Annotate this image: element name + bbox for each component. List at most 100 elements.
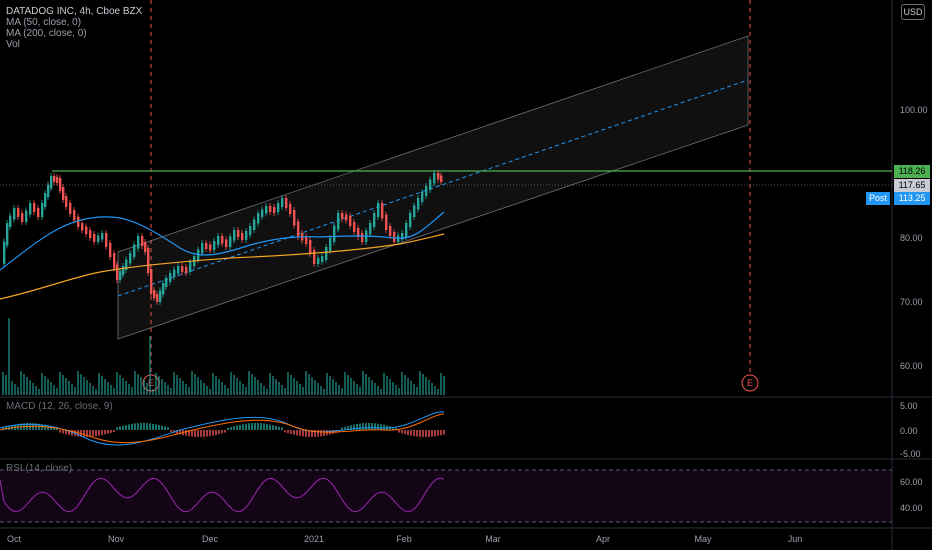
macd-histogram-bar (215, 430, 217, 435)
macd-histogram-bar (65, 430, 67, 435)
volume-bar (386, 376, 388, 395)
rsi-panel: 60.00 40.00 (0, 469, 923, 523)
ma200-legend[interactable]: MA (200, close, 0) (6, 28, 87, 39)
macd-histogram-bar (356, 423, 358, 430)
macd-histogram-bar (218, 430, 220, 435)
candle-body (25, 210, 28, 222)
macd-histogram-bar (173, 430, 175, 433)
macd-histogram-bar (410, 430, 412, 436)
candle-body (433, 173, 436, 184)
candle-body (173, 269, 176, 277)
volume-bar (245, 387, 247, 395)
candle-body (305, 236, 308, 244)
volume-bar (413, 384, 415, 395)
earnings-marker[interactable]: E (741, 374, 759, 392)
rsi-line (0, 477, 445, 513)
candle-body (237, 230, 240, 237)
volume-bar (326, 373, 328, 395)
candle-body (317, 258, 320, 264)
macd-tick-label: 5.00 (900, 401, 918, 411)
volume-bar (353, 381, 355, 395)
volume-legend[interactable]: Vol (6, 39, 20, 50)
volume-bar (71, 384, 73, 395)
macd-histogram-bar (161, 425, 163, 430)
candle-body (425, 186, 428, 196)
volume-bar (275, 379, 277, 395)
macd-histogram-bar (188, 430, 190, 437)
volume-bar (116, 372, 118, 395)
volume-bar (401, 372, 403, 395)
volume-bar (314, 380, 316, 395)
volume-bar (434, 386, 436, 395)
volume-bar (164, 382, 166, 395)
volume-bar (299, 384, 301, 395)
candle-body (165, 278, 168, 287)
time-axis-label: Jun (788, 534, 803, 544)
volume-bar (443, 376, 445, 395)
candle-body (229, 236, 232, 247)
candle-body (50, 176, 53, 189)
candle-body (56, 177, 59, 183)
volume-bar (143, 380, 145, 395)
candle-body (417, 198, 420, 210)
volume-bar (188, 387, 190, 395)
volume-bar (113, 388, 115, 395)
macd-legend[interactable]: MACD (12, 26, close, 9) (6, 401, 113, 412)
macd-histogram-bar (401, 430, 403, 434)
candle-body (133, 244, 136, 257)
candle-body (249, 226, 252, 235)
volume-bar (131, 387, 133, 395)
macd-histogram-bar (239, 424, 241, 430)
volume-bar (95, 389, 97, 395)
candle-body (41, 203, 44, 217)
candle-body (169, 273, 172, 282)
volume-bar (428, 380, 430, 395)
candle-body (189, 262, 192, 272)
volume-bar (140, 377, 142, 395)
candle-body (129, 253, 132, 264)
macd-histogram-bar (353, 424, 355, 430)
macd-histogram-bar (83, 430, 85, 437)
macd-histogram-bar (245, 423, 247, 430)
volume-bar (146, 383, 148, 395)
volume-bar (41, 373, 43, 395)
volume-bar (305, 371, 307, 395)
candle-body (89, 230, 92, 238)
volume-bar (149, 336, 151, 395)
volume-bar (371, 380, 373, 395)
volume-bar (248, 371, 250, 395)
regression-channel (117, 35, 749, 340)
macd-histogram-bar (110, 430, 112, 433)
volume-bar (11, 381, 13, 395)
ma50-legend[interactable]: MA (50, close, 0) (6, 17, 82, 28)
macd-histogram-bar (383, 424, 385, 430)
volume-bar (125, 381, 127, 395)
volume-bar (239, 381, 241, 395)
volume-bar (53, 385, 55, 395)
macd-histogram-bar (53, 427, 55, 430)
macd-histogram-bar (323, 430, 325, 436)
volume-bar (5, 375, 7, 395)
candle-body (409, 213, 412, 227)
volume-bar (152, 389, 154, 395)
macd-histogram-bar (107, 430, 109, 434)
macd-histogram-bar (92, 430, 94, 437)
macd-histogram-bar (149, 423, 151, 430)
candle-body (150, 269, 153, 294)
macd-line (0, 411, 445, 446)
currency-button[interactable]: USD (901, 4, 925, 20)
candle-body (405, 223, 408, 237)
volume-bar (410, 381, 412, 395)
macd-histogram-bar (440, 430, 442, 436)
time-axis-label: Feb (396, 534, 412, 544)
volume-bar (335, 382, 337, 395)
rsi-legend[interactable]: RSI (14, close) (6, 463, 73, 474)
macd-histogram-bar (101, 430, 103, 436)
macd-histogram-bar (167, 427, 169, 430)
volume-bar (47, 379, 49, 395)
volume-bar (260, 383, 262, 395)
symbol-title[interactable]: DATADOG INC, 4h, Cboe BZX (6, 6, 143, 17)
volume-bar (419, 371, 421, 395)
volume-bar (44, 376, 46, 395)
